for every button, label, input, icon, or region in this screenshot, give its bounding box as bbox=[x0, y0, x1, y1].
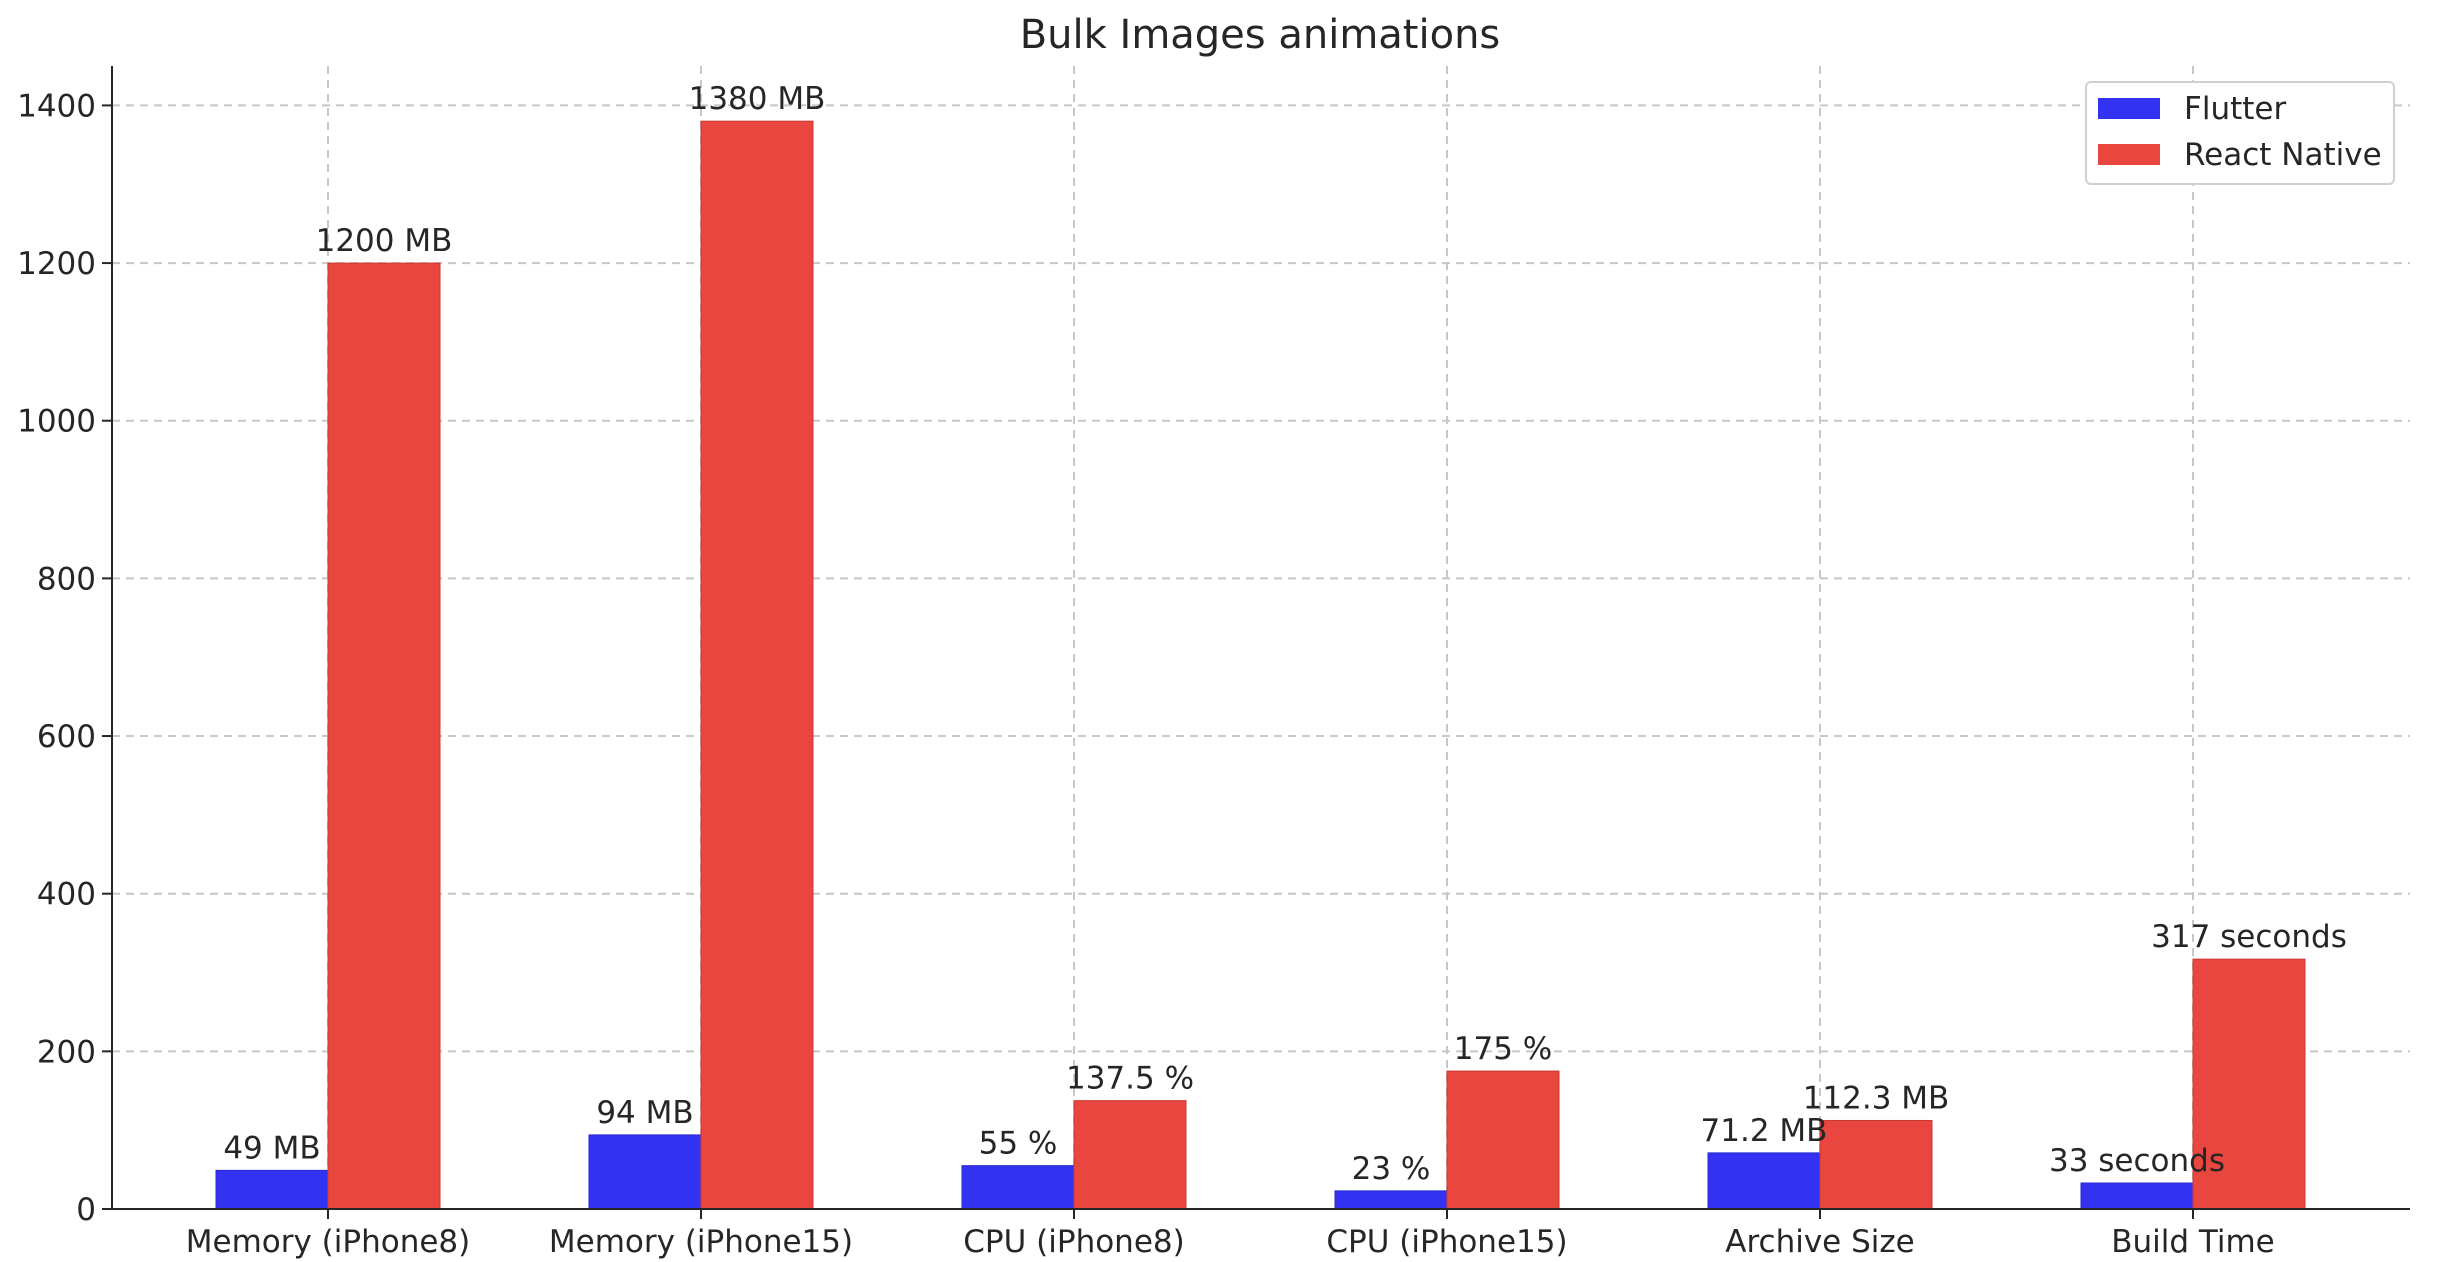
y-tick-label: 600 bbox=[37, 719, 96, 755]
x-tick-label: CPU (iPhone8) bbox=[963, 1224, 1184, 1260]
legend-swatch-react-native bbox=[2098, 144, 2160, 165]
y-tick-label: 1200 bbox=[17, 246, 96, 282]
data-label-flutter: 49 MB bbox=[223, 1130, 320, 1166]
y-tick-label: 400 bbox=[37, 877, 96, 913]
legend-box bbox=[2085, 81, 2395, 185]
data-label-flutter: 55 % bbox=[979, 1126, 1058, 1162]
legend: Flutter React Native bbox=[2085, 81, 2395, 185]
chart-title: Bulk Images animations bbox=[1020, 12, 1501, 58]
bar-layer bbox=[215, 120, 2306, 1210]
bar-react-native bbox=[327, 262, 441, 1210]
bar-flutter bbox=[2080, 1182, 2194, 1210]
data-label-react-native: 317 seconds bbox=[2151, 919, 2347, 955]
bar-flutter bbox=[1334, 1190, 1448, 1210]
x-tick-label: Archive Size bbox=[1725, 1224, 1914, 1260]
data-label-flutter: 94 MB bbox=[596, 1095, 693, 1131]
bar-react-native bbox=[1819, 1119, 1933, 1210]
data-label-react-native: 137.5 % bbox=[1066, 1061, 1194, 1097]
x-tick-label: Memory (iPhone15) bbox=[549, 1224, 853, 1260]
bar-react-native bbox=[2192, 958, 2306, 1210]
bar-react-native bbox=[700, 120, 814, 1210]
x-tick-label: CPU (iPhone15) bbox=[1326, 1224, 1567, 1260]
x-tick-label: Build Time bbox=[2111, 1224, 2275, 1260]
y-tick-label: 0 bbox=[76, 1192, 96, 1228]
data-label-flutter: 23 % bbox=[1352, 1151, 1431, 1187]
data-label-react-native: 175 % bbox=[1454, 1031, 1552, 1067]
y-tick-label: 1400 bbox=[17, 88, 96, 124]
y-tick-label: 200 bbox=[37, 1034, 96, 1070]
bar-flutter bbox=[215, 1169, 329, 1210]
bar-react-native bbox=[1073, 1100, 1187, 1210]
data-label-react-native: 112.3 MB bbox=[1803, 1080, 1950, 1116]
bar-react-native bbox=[1446, 1070, 1560, 1210]
y-tick-label: 800 bbox=[37, 561, 96, 597]
axis-layer: 0 200 400 600 800 1000 1200 1400 Memory (iPhone8… bbox=[17, 66, 2410, 1260]
legend-label-flutter: Flutter bbox=[2184, 91, 2286, 127]
data-label-react-native: 1380 MB bbox=[689, 81, 826, 117]
data-label-react-native: 1200 MB bbox=[316, 223, 453, 259]
data-label-flutter: 71.2 MB bbox=[1701, 1113, 1828, 1149]
bar-flutter bbox=[1707, 1152, 1821, 1210]
data-label-flutter: 33 seconds bbox=[2049, 1143, 2225, 1179]
x-tick-label: Memory (iPhone8) bbox=[186, 1224, 470, 1260]
bar-flutter bbox=[961, 1165, 1075, 1210]
y-tick-label: 1000 bbox=[17, 404, 96, 440]
legend-label-react-native: React Native bbox=[2184, 137, 2382, 173]
bar-flutter bbox=[588, 1134, 702, 1210]
legend-swatch-flutter bbox=[2098, 98, 2160, 119]
data-label-layer: 49 MB 94 MB 55 % 23 % 71.2 MB 33 seconds 1200 … bbox=[223, 81, 2347, 1187]
